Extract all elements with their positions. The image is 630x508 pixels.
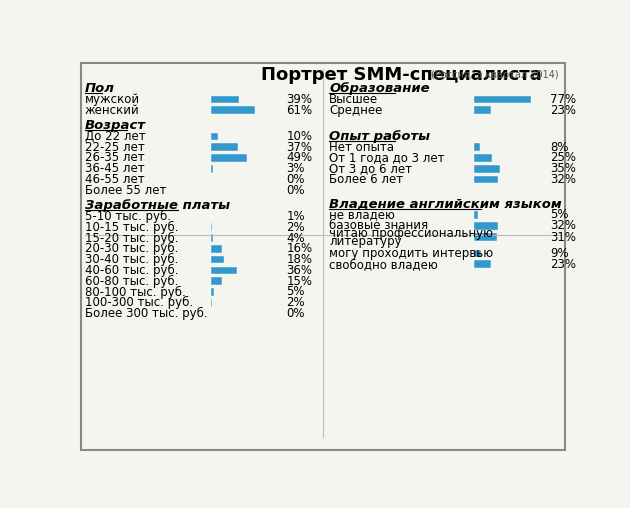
Text: 3%: 3% [287,162,305,175]
Text: 1%: 1% [287,210,305,223]
Bar [210,213,211,220]
Bar [210,245,222,252]
Text: 80-100 тыс. руб.: 80-100 тыс. руб. [85,285,186,299]
Text: От 3 до 6 лет: От 3 до 6 лет [329,162,412,175]
Text: Пол: Пол [85,82,115,95]
Text: Более 300 тыс. руб.: Более 300 тыс. руб. [85,307,207,320]
Text: Более 6 лет: Более 6 лет [329,173,403,186]
Text: 49%: 49% [287,151,312,165]
Text: 8%: 8% [550,141,568,154]
Text: 0%: 0% [287,173,305,186]
Bar [474,176,498,183]
Text: 32%: 32% [550,173,576,186]
Text: 5%: 5% [287,285,305,299]
Text: Образование: Образование [329,82,430,95]
Text: 0%: 0% [287,184,305,197]
Text: могу проходить интервью: могу проходить интервью [329,247,493,260]
Text: 23%: 23% [550,104,576,117]
Text: мужской: мужской [85,93,140,106]
Bar [210,277,222,285]
Bar [474,106,491,114]
Text: 2%: 2% [287,221,305,234]
Text: 0%: 0% [287,307,305,320]
Text: 4%: 4% [287,232,305,244]
Bar [474,234,497,241]
Bar [210,256,224,264]
Text: Портрет SMM-специалиста: Портрет SMM-специалиста [261,66,542,84]
Bar [474,143,480,151]
Text: 10%: 10% [287,130,312,143]
Bar [210,267,237,274]
Text: не владею: не владею [329,208,395,221]
Text: 61%: 61% [287,104,312,117]
Text: 10-15 тыс. руб.: 10-15 тыс. руб. [85,221,178,234]
Text: 5%: 5% [550,208,568,221]
Bar [210,288,214,296]
Bar [210,96,239,103]
Text: До 22 лет: До 22 лет [85,130,146,143]
Text: читаю профессиональную: читаю профессиональную [329,227,493,240]
Text: 15-20 тыс. руб.: 15-20 тыс. руб. [85,232,178,245]
Text: 40-60 тыс. руб.: 40-60 тыс. руб. [85,264,178,277]
Text: 5-10 тыс. руб.: 5-10 тыс. руб. [85,210,171,223]
Bar [210,224,212,231]
Text: 2%: 2% [287,296,305,309]
Text: 60-80 тыс. руб.: 60-80 тыс. руб. [85,275,178,288]
Text: 39%: 39% [287,93,312,106]
Text: Более 55 лет: Более 55 лет [85,184,166,197]
Text: 30-40 тыс. руб.: 30-40 тыс. руб. [85,253,178,266]
Text: 37%: 37% [287,141,312,154]
Text: Заработные платы: Заработные платы [85,199,230,212]
Text: 46-55 лет: 46-55 лет [85,173,144,186]
Text: От 1 года до 3 лет: От 1 года до 3 лет [329,151,445,165]
Text: базовые знания: базовые знания [329,219,428,232]
Text: 22-25 лет: 22-25 лет [85,141,145,154]
Text: Владение английским языком: Владение английским языком [329,198,562,211]
Text: Опыт работы: Опыт работы [329,130,430,143]
Text: свободно владею: свободно владею [329,258,438,271]
Bar [210,154,246,162]
Text: 20-30 тыс. руб.: 20-30 тыс. руб. [85,242,178,256]
Bar [210,106,255,114]
Text: 32%: 32% [550,219,576,232]
Bar [210,165,213,173]
Text: женский: женский [85,104,140,117]
Text: литературу: литературу [329,235,402,248]
Bar [474,249,481,258]
Bar [474,211,478,219]
Text: 16%: 16% [287,242,312,256]
Bar [474,261,491,268]
Bar [474,222,498,230]
Bar [474,165,500,173]
Bar [210,133,218,140]
Text: 35%: 35% [550,162,576,175]
Text: 9%: 9% [550,247,569,260]
Text: Высшее: Высшее [329,93,378,106]
Text: Нет опыта: Нет опыта [329,141,394,154]
Bar [210,299,212,307]
Text: 25%: 25% [550,151,576,165]
Text: 23%: 23% [550,258,576,271]
Text: 31%: 31% [550,231,576,244]
Bar [210,234,214,242]
Bar [474,96,530,103]
Text: Среднее: Среднее [329,104,382,117]
Text: 100-300 тыс. руб.: 100-300 тыс. руб. [85,296,193,309]
Text: Возраст: Возраст [85,119,146,132]
Text: 36%: 36% [287,264,312,277]
Bar [210,143,238,151]
Text: 77%: 77% [550,93,576,106]
Text: 26-35 лет: 26-35 лет [85,151,144,165]
Text: 15%: 15% [287,275,312,288]
Bar [474,154,493,162]
Text: 18%: 18% [287,253,312,266]
Text: (Россия, 3 квартал 2014): (Россия, 3 квартал 2014) [432,70,559,80]
Text: 36-45 лет: 36-45 лет [85,162,144,175]
